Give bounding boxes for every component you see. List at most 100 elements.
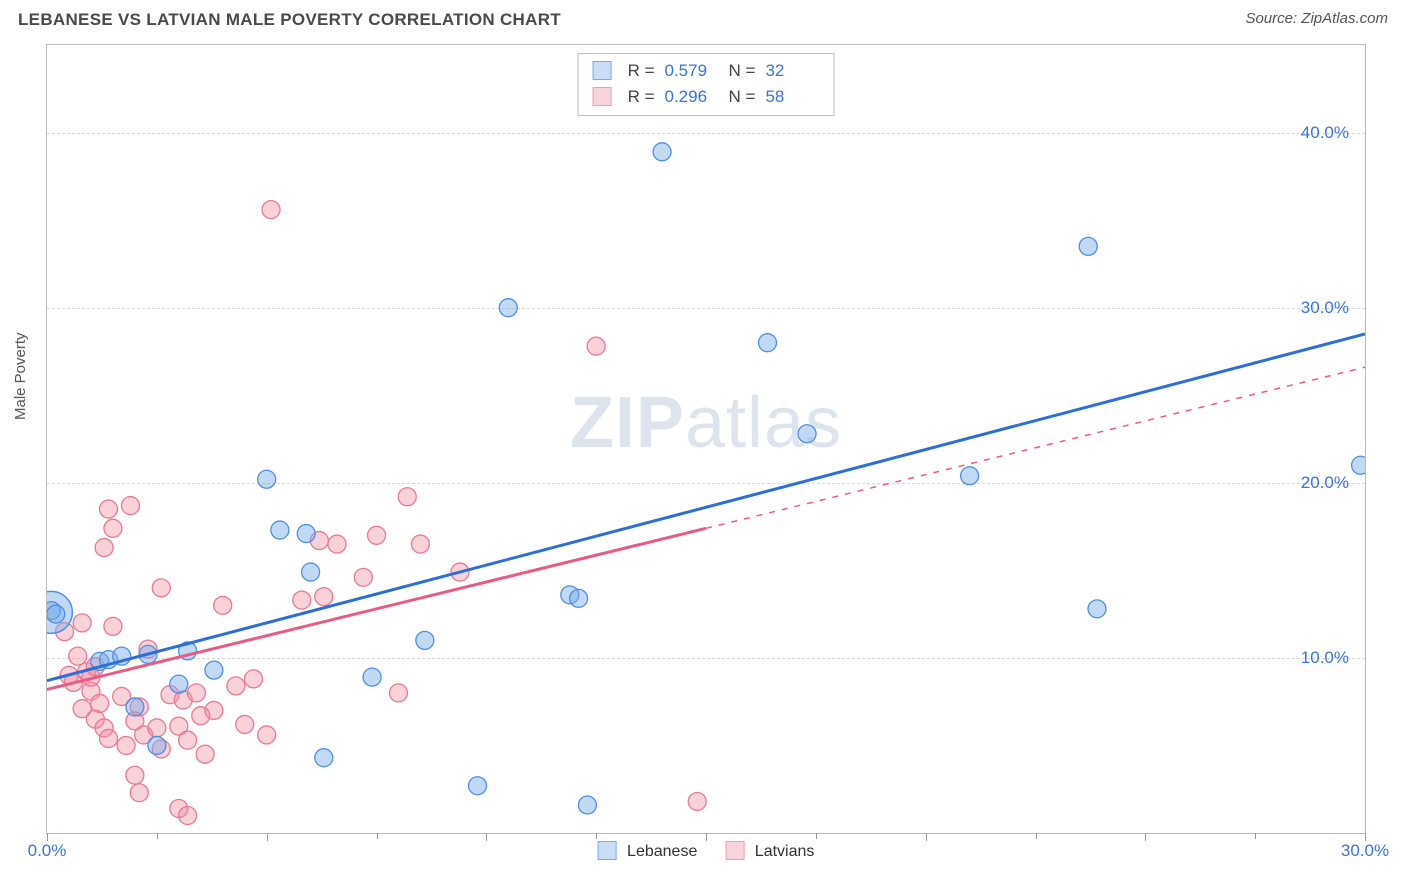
x-tick-label: 30.0% (1341, 841, 1389, 861)
scatter-point (578, 796, 596, 814)
x-tick (486, 833, 487, 841)
scatter-point (100, 729, 118, 747)
scatter-point (653, 143, 671, 161)
scatter-point (354, 568, 372, 586)
scatter-point (798, 425, 816, 443)
x-tick (706, 833, 707, 841)
legend-item: Latvians (725, 841, 814, 861)
scatter-point (179, 731, 197, 749)
scatter-point (499, 299, 517, 317)
scatter-point (205, 661, 223, 679)
scatter-point (126, 698, 144, 716)
n-value: 58 (765, 84, 819, 110)
scatter-point (258, 470, 276, 488)
scatter-point (121, 497, 139, 515)
scatter-point (570, 589, 588, 607)
scatter-point (293, 591, 311, 609)
scatter-point (469, 777, 487, 795)
swatch-lebanese (598, 841, 617, 860)
scatter-point (271, 521, 289, 539)
scatter-point (152, 579, 170, 597)
chart-title: LEBANESE VS LATVIAN MALE POVERTY CORRELA… (18, 10, 561, 30)
legend-label: Lebanese (627, 843, 697, 860)
legend-item: Lebanese (598, 841, 698, 861)
scatter-point (47, 605, 65, 623)
x-tick (926, 833, 927, 841)
x-tick-minor (1255, 833, 1256, 839)
swatch-latvians (725, 841, 744, 860)
scatter-point (148, 719, 166, 737)
scatter-point (302, 563, 320, 581)
scatter-point (179, 806, 197, 824)
r-label: R = (628, 84, 655, 110)
scatter-point (100, 500, 118, 518)
scatter-point (961, 467, 979, 485)
scatter-point (104, 617, 122, 635)
scatter-point (297, 525, 315, 543)
scatter-point (117, 736, 135, 754)
x-tick-minor (157, 833, 158, 839)
scatter-point (236, 715, 254, 733)
scatter-point (411, 535, 429, 553)
n-label: N = (729, 84, 756, 110)
n-value: 32 (765, 58, 819, 84)
swatch-lebanese (593, 61, 612, 80)
scatter-point (315, 588, 333, 606)
x-tick (1365, 833, 1366, 841)
scatter-point (688, 792, 706, 810)
scatter-point (130, 784, 148, 802)
swatch-latvians (593, 87, 612, 106)
x-tick-label: 0.0% (28, 841, 67, 861)
chart-plot-area: 10.0%20.0%30.0%40.0%0.0%30.0% ZIPatlas R… (46, 44, 1366, 834)
scatter-point (363, 668, 381, 686)
x-tick (47, 833, 48, 841)
scatter-point (389, 684, 407, 702)
stats-legend: R = 0.579 N = 32 R = 0.296 N = 58 (578, 53, 835, 116)
x-tick-minor (377, 833, 378, 839)
stats-row: R = 0.579 N = 32 (593, 58, 820, 84)
scatter-svg (47, 45, 1365, 833)
r-value: 0.579 (665, 58, 719, 84)
x-tick (267, 833, 268, 841)
scatter-point (1079, 237, 1097, 255)
scatter-point (244, 670, 262, 688)
scatter-point (227, 677, 245, 695)
scatter-point (258, 726, 276, 744)
scatter-point (95, 539, 113, 557)
trend-line-extrapolated (706, 367, 1365, 528)
trend-line (47, 528, 706, 689)
source-attribution: Source: ZipAtlas.com (1245, 10, 1388, 30)
scatter-point (416, 631, 434, 649)
scatter-point (398, 488, 416, 506)
x-tick (1145, 833, 1146, 841)
scatter-point (196, 745, 214, 763)
r-value: 0.296 (665, 84, 719, 110)
legend-label: Latvians (755, 843, 815, 860)
r-label: R = (628, 58, 655, 84)
trend-line (47, 334, 1365, 681)
scatter-point (368, 526, 386, 544)
scatter-point (170, 675, 188, 693)
scatter-point (1088, 600, 1106, 618)
scatter-point (315, 749, 333, 767)
scatter-point (104, 519, 122, 537)
scatter-point (587, 337, 605, 355)
scatter-point (91, 694, 109, 712)
stats-row: R = 0.296 N = 58 (593, 84, 820, 110)
scatter-point (126, 766, 144, 784)
y-axis-label: Male Poverty (12, 332, 29, 420)
x-tick-minor (1036, 833, 1037, 839)
scatter-point (205, 701, 223, 719)
scatter-point (148, 736, 166, 754)
n-label: N = (729, 58, 756, 84)
scatter-point (1352, 456, 1365, 474)
series-legend: Lebanese Latvians (598, 841, 815, 861)
scatter-point (759, 334, 777, 352)
x-tick-minor (816, 833, 817, 839)
chart-header: LEBANESE VS LATVIAN MALE POVERTY CORRELA… (0, 0, 1406, 36)
scatter-point (69, 647, 87, 665)
scatter-point (262, 201, 280, 219)
scatter-point (328, 535, 346, 553)
x-tick-minor (596, 833, 597, 839)
scatter-point (214, 596, 232, 614)
